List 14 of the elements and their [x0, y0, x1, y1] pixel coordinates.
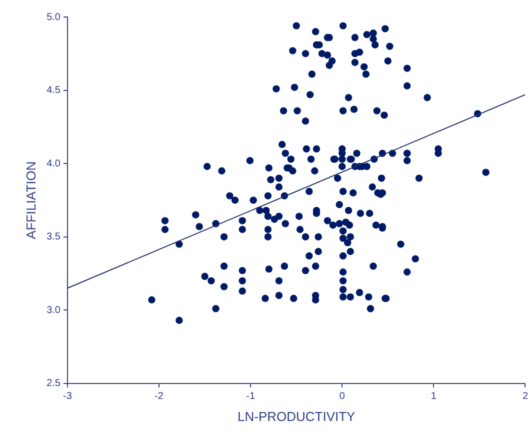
y-tick-label: 4.5 — [46, 85, 61, 96]
x-tick-label: 2 — [522, 391, 528, 402]
x-tick-label: -3 — [63, 391, 72, 402]
y-tick-label: 2.5 — [46, 378, 61, 390]
y-tick-label: 4.0 — [46, 158, 61, 170]
x-tick-label: 0 — [339, 391, 346, 402]
x-axis-title: LN-PRODUCTIVITY — [237, 408, 356, 424]
y-tick-label: 5.0 — [46, 12, 61, 23]
y-tick-label: 3.0 — [46, 304, 61, 316]
y-tick-label: 3.5 — [46, 232, 61, 243]
x-tick-label: 1 — [430, 391, 437, 402]
x-tick-label: -1 — [246, 391, 256, 402]
x-tick-label: -2 — [154, 391, 164, 402]
y-axis-title: AFFILIATION — [23, 161, 38, 240]
